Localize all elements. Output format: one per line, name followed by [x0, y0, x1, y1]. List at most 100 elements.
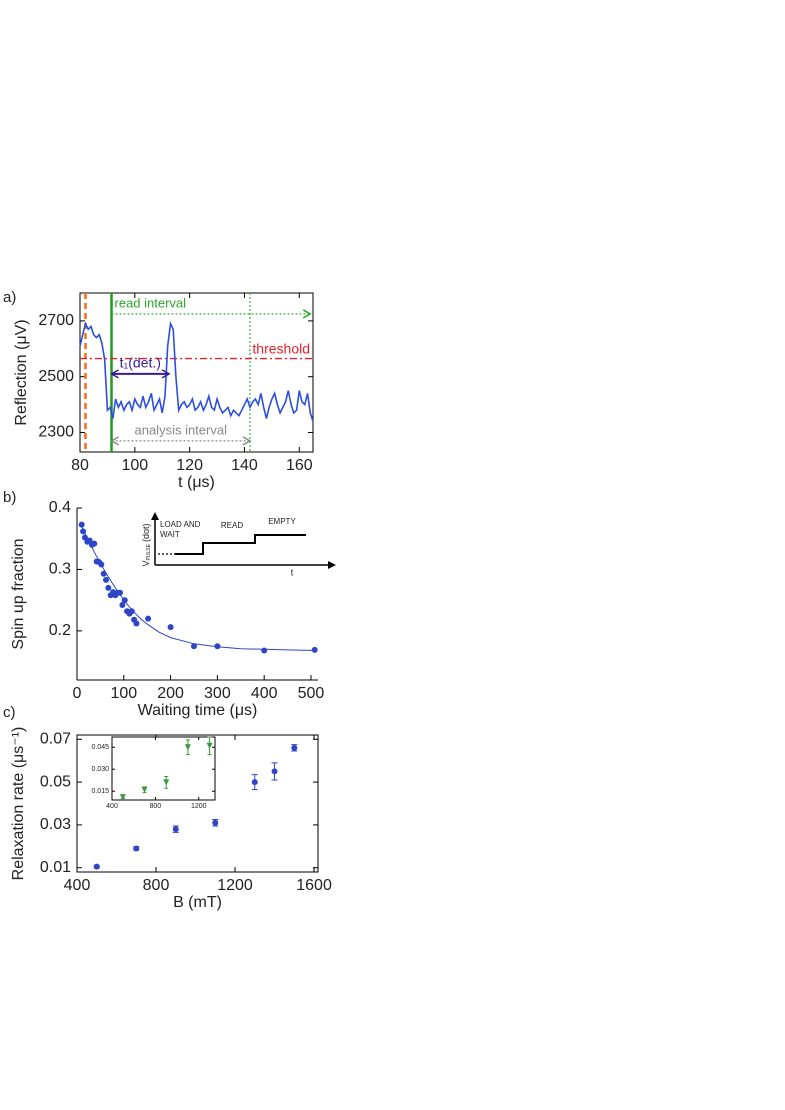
data-point: [251, 779, 258, 786]
y-tick-label: 2300: [38, 424, 74, 441]
x-tick-label: 120: [176, 457, 203, 474]
data-point: [93, 863, 100, 870]
data-point: [184, 744, 191, 751]
data-point: [98, 561, 105, 568]
x-axis-label: B (mT): [173, 894, 222, 911]
plot-frame: [76, 734, 319, 873]
x-tick-label: 100: [121, 457, 148, 474]
x-tick-label: 80: [71, 457, 89, 474]
data-point: [78, 521, 85, 528]
annotation-label: t₁(det.): [120, 355, 161, 371]
data-point: [311, 646, 318, 653]
threshold-label: threshold: [252, 340, 310, 356]
stage-label: READ: [221, 521, 243, 530]
arrow-head: [151, 512, 159, 520]
y-tick-label: 0.07: [40, 731, 71, 748]
pulse-diagram: VPULSE(dot) LOAD AND WAIT READ EMPTY t: [141, 512, 336, 577]
y-tick-label: 0.05: [40, 773, 71, 790]
data-point: [167, 624, 174, 631]
data-point: [291, 744, 298, 751]
data-point: [121, 597, 128, 604]
data-point: [105, 584, 112, 591]
data-point: [103, 576, 110, 583]
y-tick-label: 0.4: [49, 499, 71, 516]
unit: (dot): [141, 524, 151, 543]
x-tick-label: 400: [106, 803, 118, 810]
panel-label: a): [3, 289, 16, 306]
data-point: [190, 643, 197, 650]
plot-frame: [79, 292, 314, 453]
data-point: [163, 779, 170, 786]
pulse-level: [175, 534, 306, 555]
y-tick-label: 0.030: [91, 766, 109, 773]
chart: 0.2 0.3 0.4 0 100 200 300 400 500 Waiting time (μ…: [3, 489, 324, 719]
x-tick-label: 800: [150, 803, 162, 810]
chart: 0.015 0.030 0.045 400 800 1200: [91, 736, 216, 810]
arrow-head: [242, 436, 252, 446]
y-tick-label: 0.03: [40, 816, 71, 833]
x-tick-label: 300: [204, 685, 231, 702]
x-tick-label: 500: [298, 685, 325, 702]
x-tick-label: 1200: [191, 803, 207, 810]
stage-box: LOAD AND WAIT: [160, 520, 200, 539]
y-tick-label: 0.01: [40, 859, 71, 876]
chart: 2300 2500 2700 80 100 120 140 160 t (μs) Reflecti…: [3, 289, 314, 491]
data-point: [214, 643, 221, 650]
data-point: [271, 768, 278, 775]
data-point: [261, 647, 268, 654]
x-tick-label: 100: [110, 685, 137, 702]
arrow-head: [110, 369, 119, 379]
x-tick-label: 1200: [217, 877, 253, 894]
y-tick-label: 0.3: [49, 561, 71, 578]
y-tick-label: 2700: [38, 312, 74, 329]
x-tick-label: 160: [286, 457, 313, 474]
x-tick-label: 800: [143, 877, 170, 894]
data-point: [91, 540, 98, 547]
symbol: V: [141, 560, 151, 566]
x-tick-label: 0: [73, 685, 82, 702]
x-axis-label: t (μs): [178, 474, 215, 491]
panel-label: c): [3, 704, 16, 721]
data-point: [133, 620, 140, 627]
data-point: [206, 742, 213, 749]
y-tick-label: 0.015: [91, 788, 109, 795]
x-tick-label: 400: [251, 685, 278, 702]
x-tick-label: 140: [231, 457, 258, 474]
x-axis-label: Waiting time (μs): [138, 702, 258, 719]
arrow-head: [110, 436, 119, 446]
x-tick-label: 200: [157, 685, 184, 702]
data-point: [100, 570, 107, 577]
y-tick-label: 0.2: [49, 622, 71, 639]
arrow-head: [161, 369, 171, 379]
data-point: [145, 615, 152, 622]
arrow-head: [328, 561, 336, 569]
y-axis-label: Reflection (μV): [13, 319, 30, 425]
time-label: t: [291, 567, 294, 577]
data-point: [80, 528, 87, 535]
chart: 0.01 0.03 0.05 0.07 400 800 1200 1600 B (mT) Rela…: [3, 704, 332, 911]
y-tick-label: 0.045: [91, 744, 109, 751]
data-point: [117, 589, 124, 596]
data-point: [212, 819, 219, 826]
subscript: PULSE: [146, 543, 152, 560]
arrow-head: [302, 309, 312, 319]
y-tick-label: 2500: [38, 368, 74, 385]
annotation-label: analysis interval: [134, 422, 227, 437]
annotation-label: read interval: [115, 295, 187, 310]
data-point: [172, 826, 179, 833]
data-line: [79, 320, 314, 422]
pulse-axis-label: VPULSE(dot): [141, 524, 152, 567]
data-point: [119, 794, 126, 801]
data-point: [128, 608, 135, 615]
panel-label: b): [3, 489, 16, 506]
stage-label: EMPTY: [268, 517, 296, 526]
data-point: [133, 845, 140, 852]
data-line: [81, 526, 316, 651]
x-tick-label: 1600: [296, 877, 332, 894]
data-point: [119, 602, 126, 609]
y-axis-label: Relaxation rate (μs⁻¹): [10, 727, 27, 881]
x-tick-label: 400: [64, 877, 91, 894]
y-axis-label: Spin up fraction: [10, 538, 27, 649]
plot-frame: [111, 736, 216, 801]
